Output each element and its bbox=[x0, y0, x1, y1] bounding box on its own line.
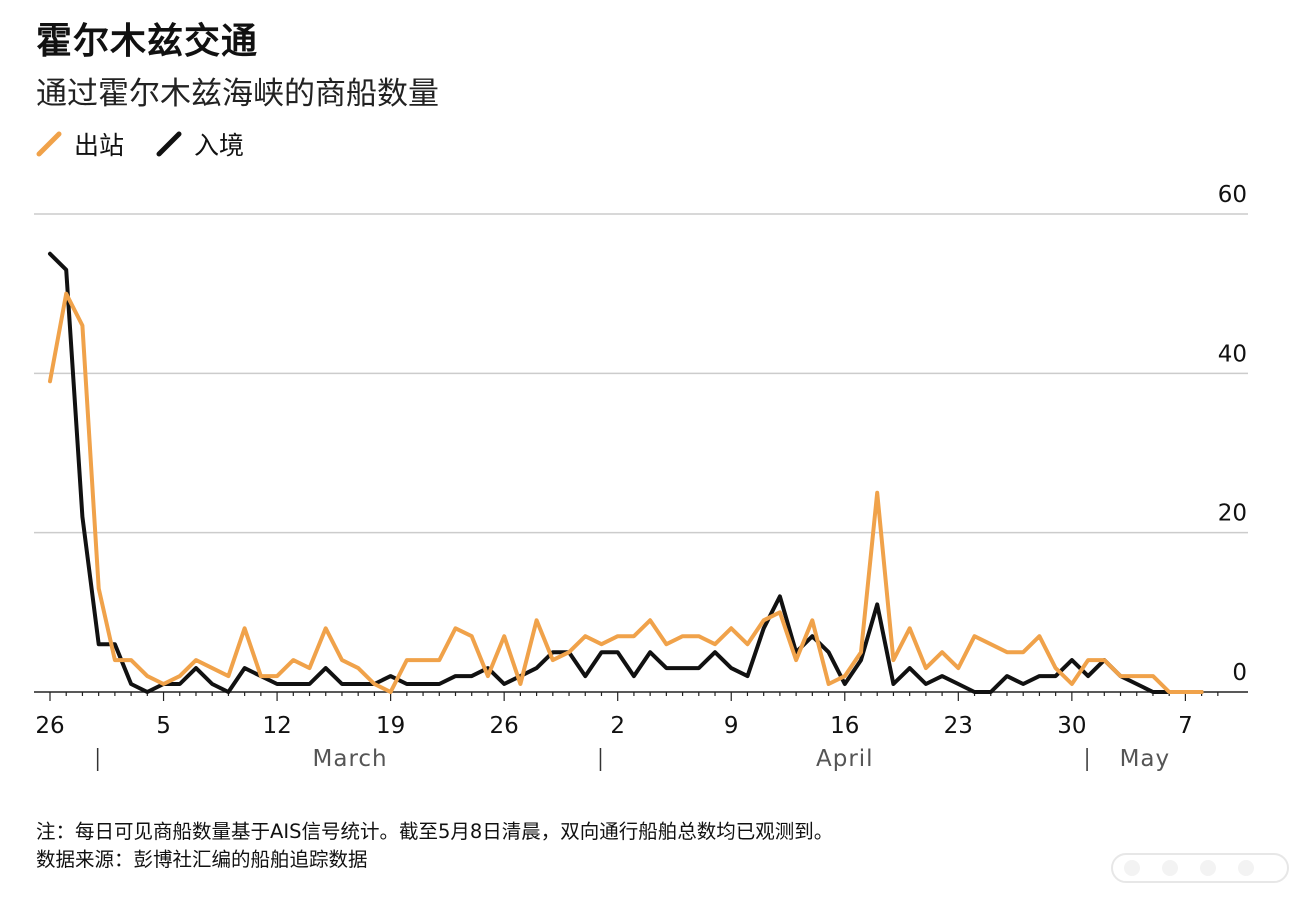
line-chart: 0 20 40 60 26 5 12 19 26 2 9 16 23 30 7 March April May bbox=[34, 182, 1248, 772]
month-label-march: March bbox=[313, 746, 388, 772]
x-tick-label-12: 12 bbox=[262, 713, 291, 739]
x-tick-label-26: 26 bbox=[490, 713, 519, 739]
y-tick-label-60: 60 bbox=[1218, 182, 1247, 208]
x-tick-label-16: 16 bbox=[830, 713, 859, 739]
y-tick-label-0: 0 bbox=[1232, 660, 1247, 686]
watermark-icon bbox=[1111, 853, 1289, 883]
y-tick-label-20: 20 bbox=[1218, 501, 1247, 527]
legend-label-inbound: 入境 bbox=[194, 131, 245, 160]
month-label-april: April bbox=[816, 746, 874, 772]
x-tick-label-7: 7 bbox=[1178, 713, 1193, 739]
month-label-may: May bbox=[1120, 746, 1171, 772]
x-tick-label-9: 9 bbox=[724, 713, 739, 739]
legend-swatch-inbound bbox=[156, 131, 182, 157]
x-tick-label-23: 23 bbox=[944, 713, 973, 739]
footnote: 注：每日可见商船数量基于AIS信号统计。截至5月8日清晨，双向通行船舶总数均已观… bbox=[36, 818, 833, 874]
footnote-note: 注：每日可见商船数量基于AIS信号统计。截至5月8日清晨，双向通行船舶总数均已观… bbox=[36, 820, 834, 843]
footnote-source: 数据来源：彭博社汇编的船舶追踪数据 bbox=[36, 848, 368, 871]
legend: 出站 入境 bbox=[36, 126, 276, 162]
legend-swatch-outbound bbox=[36, 131, 62, 157]
x-tick-label-19: 19 bbox=[376, 713, 405, 739]
x-tick-label-2: 2 bbox=[610, 713, 625, 739]
legend-item-outbound: 出站 bbox=[36, 126, 124, 162]
x-tick-label-30: 30 bbox=[1057, 713, 1086, 739]
chart-subtitle: 通过霍尔木兹海峡的商船数量 bbox=[36, 76, 439, 112]
x-tick-label-5: 5 bbox=[156, 713, 171, 739]
x-tick-label-26: 26 bbox=[35, 713, 64, 739]
legend-label-outbound: 出站 bbox=[74, 131, 125, 160]
series-line-outbound bbox=[48, 291, 1204, 694]
y-tick-label-40: 40 bbox=[1218, 341, 1247, 367]
legend-item-inbound: 入境 bbox=[156, 126, 244, 162]
chart-title: 霍尔木兹交通 bbox=[36, 21, 259, 62]
series-line-inbound bbox=[48, 251, 1204, 694]
